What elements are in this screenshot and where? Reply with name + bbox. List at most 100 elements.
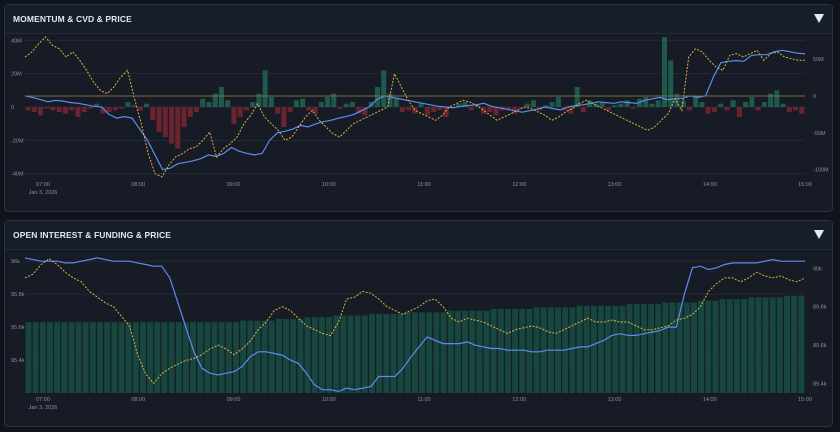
bar bbox=[181, 107, 187, 127]
bar bbox=[125, 102, 131, 107]
bar bbox=[206, 102, 212, 107]
bar bbox=[730, 100, 736, 107]
x-tick-label: 15:00 bbox=[798, 397, 812, 403]
x-date-label: Jan 3, 2026 bbox=[29, 190, 58, 196]
bar bbox=[661, 37, 668, 107]
bar bbox=[786, 107, 792, 112]
y-left-tick-label: 95.8k bbox=[11, 292, 25, 298]
bar bbox=[304, 317, 311, 393]
bar bbox=[175, 107, 181, 149]
bar bbox=[390, 313, 397, 393]
bar bbox=[349, 102, 356, 107]
bar bbox=[399, 107, 405, 112]
bar bbox=[487, 107, 493, 112]
bar bbox=[218, 322, 225, 393]
bar bbox=[712, 300, 719, 393]
bar bbox=[497, 309, 504, 393]
x-tick-label: 12:00 bbox=[512, 182, 526, 188]
bar bbox=[768, 93, 774, 107]
bar bbox=[154, 322, 161, 393]
x-tick-label: 12:00 bbox=[512, 397, 526, 403]
bar bbox=[381, 70, 387, 107]
bar bbox=[275, 107, 281, 114]
bar bbox=[156, 107, 162, 132]
y-left-tick-label: 40M bbox=[11, 38, 22, 44]
bar bbox=[340, 315, 347, 393]
bar bbox=[233, 322, 239, 393]
y-left-tick-label: 95.6k bbox=[11, 325, 25, 331]
bar bbox=[691, 302, 697, 393]
bar bbox=[412, 107, 418, 114]
bar bbox=[605, 305, 612, 393]
cvd-line bbox=[24, 36, 805, 178]
bar bbox=[268, 320, 275, 393]
bar bbox=[518, 107, 524, 109]
y-left-tick-label: 20M bbox=[11, 72, 22, 78]
bar bbox=[569, 307, 576, 393]
bar bbox=[524, 103, 530, 107]
bar bbox=[590, 305, 597, 393]
bar bbox=[549, 102, 555, 107]
bar bbox=[162, 107, 168, 137]
panel-title: MOMENTUM & CVD & PRICE bbox=[13, 14, 132, 24]
collapse-toggle-icon[interactable] bbox=[814, 230, 824, 239]
bar bbox=[774, 90, 780, 107]
collapse-toggle-icon[interactable] bbox=[814, 14, 824, 23]
bar bbox=[462, 310, 468, 393]
bar bbox=[630, 107, 636, 109]
bar bbox=[443, 107, 449, 117]
bar bbox=[204, 322, 211, 393]
bar bbox=[633, 304, 640, 393]
x-tick-label: 10:00 bbox=[322, 397, 336, 403]
bar bbox=[132, 322, 139, 393]
bar bbox=[61, 322, 68, 393]
bar bbox=[726, 299, 733, 393]
y-right-tick-label: 89.6k bbox=[813, 343, 827, 349]
y-left-tick-label: 0 bbox=[11, 105, 14, 111]
bar bbox=[419, 312, 426, 393]
bar bbox=[89, 322, 96, 393]
bar bbox=[297, 318, 304, 393]
bar bbox=[250, 102, 256, 107]
momentum-panel: MOMENTUM & CVD & PRICE 40M 20M 0 -20M -40M 50… bbox=[4, 4, 833, 212]
bar bbox=[197, 322, 204, 393]
bar bbox=[81, 107, 87, 112]
bar bbox=[743, 102, 749, 107]
bar bbox=[705, 107, 711, 114]
x-date-label: Jan 3, 2026 bbox=[29, 405, 58, 411]
bar bbox=[440, 312, 447, 393]
bar bbox=[793, 107, 799, 111]
y-right-tick-label: -50M bbox=[813, 131, 826, 137]
bar bbox=[333, 315, 340, 393]
y-right-tick-label: 89.8k bbox=[813, 305, 827, 311]
bar bbox=[212, 93, 218, 107]
y-right-tick-label: -100M bbox=[813, 168, 829, 174]
bar bbox=[612, 305, 619, 393]
bar bbox=[698, 300, 705, 393]
open-interest-panel: OPEN INTEREST & FUNDING & PRICE 96k 95.8k… bbox=[4, 220, 833, 427]
bar bbox=[362, 107, 368, 116]
bar bbox=[674, 93, 680, 107]
bar bbox=[504, 309, 511, 393]
bar bbox=[32, 322, 39, 393]
bar bbox=[54, 322, 61, 393]
x-tick-label: 15:00 bbox=[798, 182, 812, 188]
bar bbox=[37, 107, 44, 116]
bar bbox=[100, 107, 106, 114]
bar bbox=[62, 107, 68, 114]
bar bbox=[119, 107, 125, 109]
y-left-tick-label: -40M bbox=[11, 172, 24, 178]
bar bbox=[719, 299, 726, 393]
bar bbox=[649, 103, 655, 107]
bar bbox=[218, 87, 224, 107]
bar bbox=[711, 107, 717, 112]
bar bbox=[46, 322, 53, 393]
bar bbox=[44, 107, 50, 109]
bar bbox=[418, 103, 424, 107]
bar bbox=[462, 102, 468, 107]
bar bbox=[741, 299, 748, 393]
bar bbox=[361, 315, 368, 393]
bar bbox=[387, 93, 393, 107]
bar bbox=[225, 322, 232, 393]
bar bbox=[761, 102, 767, 107]
